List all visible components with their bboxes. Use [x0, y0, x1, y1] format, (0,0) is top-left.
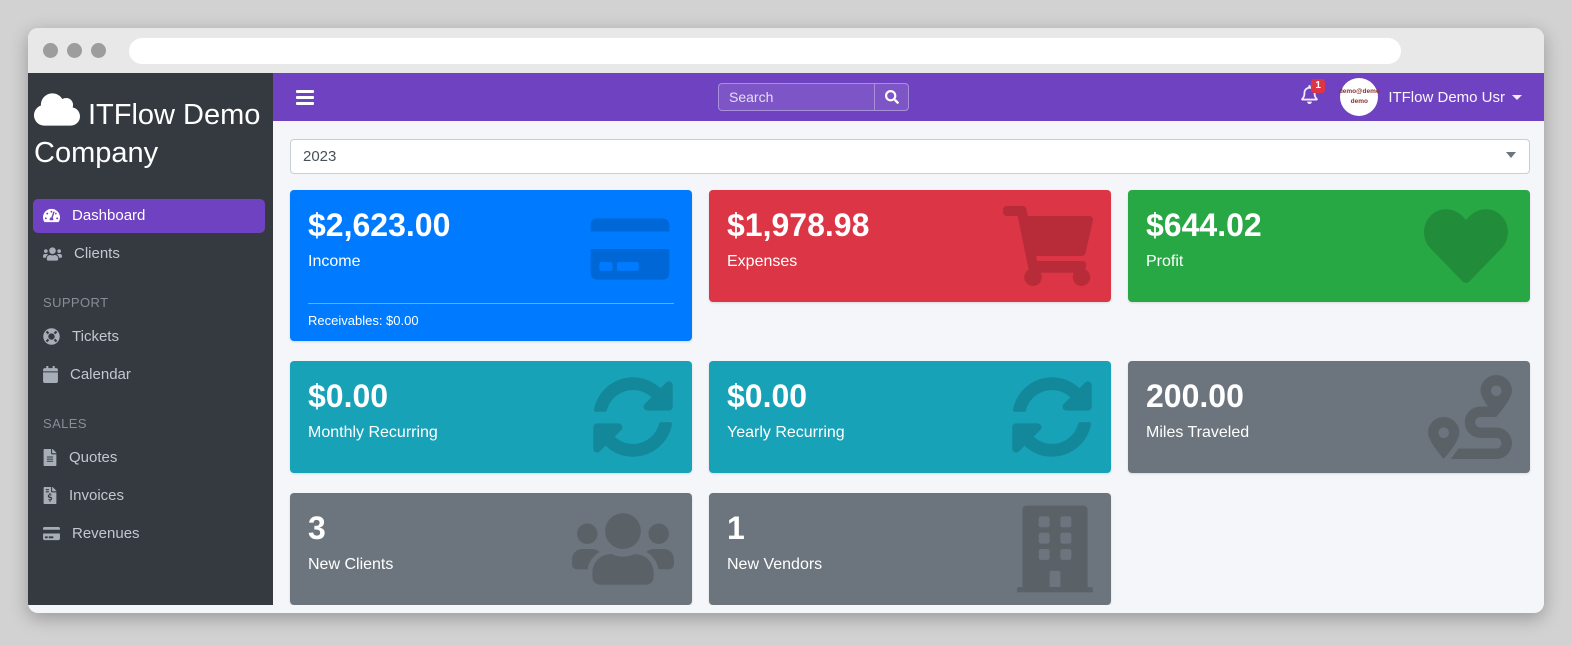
top-navbar: 1 demo@demo demo ITFlow Demo Usr: [273, 73, 1544, 121]
file-invoice-dollar-icon: [43, 487, 57, 505]
card-value: 3: [308, 510, 326, 546]
search-button[interactable]: [874, 84, 908, 110]
sidebar-item-revenues[interactable]: Revenues: [33, 517, 265, 551]
new-clients-card: 3 New Clients: [290, 493, 692, 605]
yearly-recurring-card: $0.00 Yearly Recurring: [709, 361, 1111, 473]
card-value: $2,623.00: [308, 207, 451, 243]
card-value: $0.00: [727, 378, 808, 414]
shopping-cart-icon: [1003, 206, 1094, 286]
cloud-icon: [34, 93, 80, 126]
card-value: 1: [727, 510, 745, 546]
user-name: ITFlow Demo Usr: [1388, 88, 1505, 106]
navbar-right: 1 demo@demo demo ITFlow Demo Usr: [1301, 78, 1544, 116]
tachometer-icon: [43, 208, 60, 223]
sidebar-section-sales: SALES: [43, 415, 87, 431]
credit-card-icon: [43, 526, 60, 541]
sidebar: ITFlow Demo Company Dashboard Clients SU…: [28, 73, 273, 605]
brand-title: ITFlow Demo Company: [34, 99, 261, 170]
card-label: Monthly Recurring: [308, 423, 438, 441]
sidebar-item-label: Clients: [74, 245, 120, 263]
notifications-button[interactable]: 1: [1301, 79, 1325, 109]
year-select-wrap: 2023: [290, 139, 1530, 174]
caret-down-icon: [1512, 94, 1522, 100]
heart-icon: [1420, 204, 1512, 288]
card-value: $0.00: [308, 378, 389, 414]
avatar-text: demo: [1350, 98, 1368, 105]
credit-card-icon: [586, 214, 674, 284]
card-label: New Clients: [308, 555, 394, 573]
window-control-dot[interactable]: [67, 43, 82, 58]
new-vendors-card: 1 New Vendors: [709, 493, 1111, 605]
search-input[interactable]: [719, 84, 874, 110]
card-value: $644.02: [1146, 207, 1262, 243]
income-card: $2,623.00 Income Receivables: $0.00: [290, 190, 692, 341]
expenses-card: $1,978.98 Expenses: [709, 190, 1111, 302]
user-avatar[interactable]: demo@demo demo: [1338, 78, 1380, 116]
search-group: [718, 83, 909, 111]
card-value: 200.00: [1146, 378, 1244, 414]
card-label: Profit: [1146, 252, 1184, 270]
card-label: Yearly Recurring: [727, 423, 845, 441]
menu-toggle-icon[interactable]: [296, 89, 314, 105]
sidebar-item-calendar[interactable]: Calendar: [33, 358, 265, 392]
window-control-dot[interactable]: [43, 43, 58, 58]
year-select[interactable]: 2023: [290, 139, 1530, 174]
window-controls: [43, 43, 106, 58]
sidebar-item-label: Revenues: [72, 525, 140, 543]
user-menu[interactable]: ITFlow Demo Usr: [1388, 89, 1522, 106]
window-control-dot[interactable]: [91, 43, 106, 58]
stat-cards-grid: $2,623.00 Income Receivables: $0.00 $1,9…: [290, 190, 1530, 605]
profit-card: $644.02 Profit: [1128, 190, 1530, 302]
sidebar-nav: Dashboard Clients SUPPORT Tickets Calend…: [28, 185, 273, 555]
url-bar[interactable]: [129, 37, 1401, 64]
card-label: Income: [308, 252, 361, 270]
calendar-icon: [43, 366, 58, 384]
card-value: $1,978.98: [727, 207, 870, 243]
building-icon: [1017, 505, 1093, 593]
sidebar-item-label: Tickets: [72, 328, 119, 346]
users-icon: [572, 508, 674, 590]
sidebar-item-label: Quotes: [69, 449, 118, 467]
sync-icon: [1011, 376, 1093, 458]
dashboard-content: 2023 $2,623.00 Income Receivables: $0.00: [273, 121, 1544, 605]
browser-chrome: [28, 28, 1544, 73]
sidebar-item-label: Invoices: [69, 487, 125, 505]
users-icon: [43, 246, 62, 261]
sidebar-item-tickets[interactable]: Tickets: [33, 320, 265, 354]
miles-traveled-card: 200.00 Miles Traveled: [1128, 361, 1530, 473]
sidebar-item-quotes[interactable]: Quotes: [33, 441, 265, 475]
card-footer: Receivables: $0.00: [308, 303, 674, 328]
sidebar-item-dashboard[interactable]: Dashboard: [33, 198, 265, 233]
life-ring-icon: [43, 328, 60, 345]
file-lines-icon: [43, 449, 57, 467]
notification-badge: 1: [1311, 79, 1325, 93]
monthly-recurring-card: $0.00 Monthly Recurring: [290, 361, 692, 473]
sidebar-item-label: Dashboard: [72, 207, 146, 225]
card-label: Expenses: [727, 252, 798, 270]
sidebar-item-invoices[interactable]: Invoices: [33, 479, 265, 513]
sidebar-section-support: SUPPORT: [43, 294, 109, 310]
avatar-text: demo@demo: [1338, 88, 1380, 96]
sidebar-item-label: Calendar: [70, 366, 131, 384]
route-icon: [1428, 375, 1512, 459]
card-label: New Vendors: [727, 555, 823, 573]
sync-icon: [592, 376, 674, 458]
brand: ITFlow Demo Company: [28, 73, 273, 185]
search-icon: [884, 90, 899, 104]
sidebar-item-clients[interactable]: Clients: [33, 237, 265, 271]
card-label: Miles Traveled: [1146, 423, 1250, 441]
browser-window: ITFlow Demo Company Dashboard Clients SU…: [28, 28, 1544, 613]
